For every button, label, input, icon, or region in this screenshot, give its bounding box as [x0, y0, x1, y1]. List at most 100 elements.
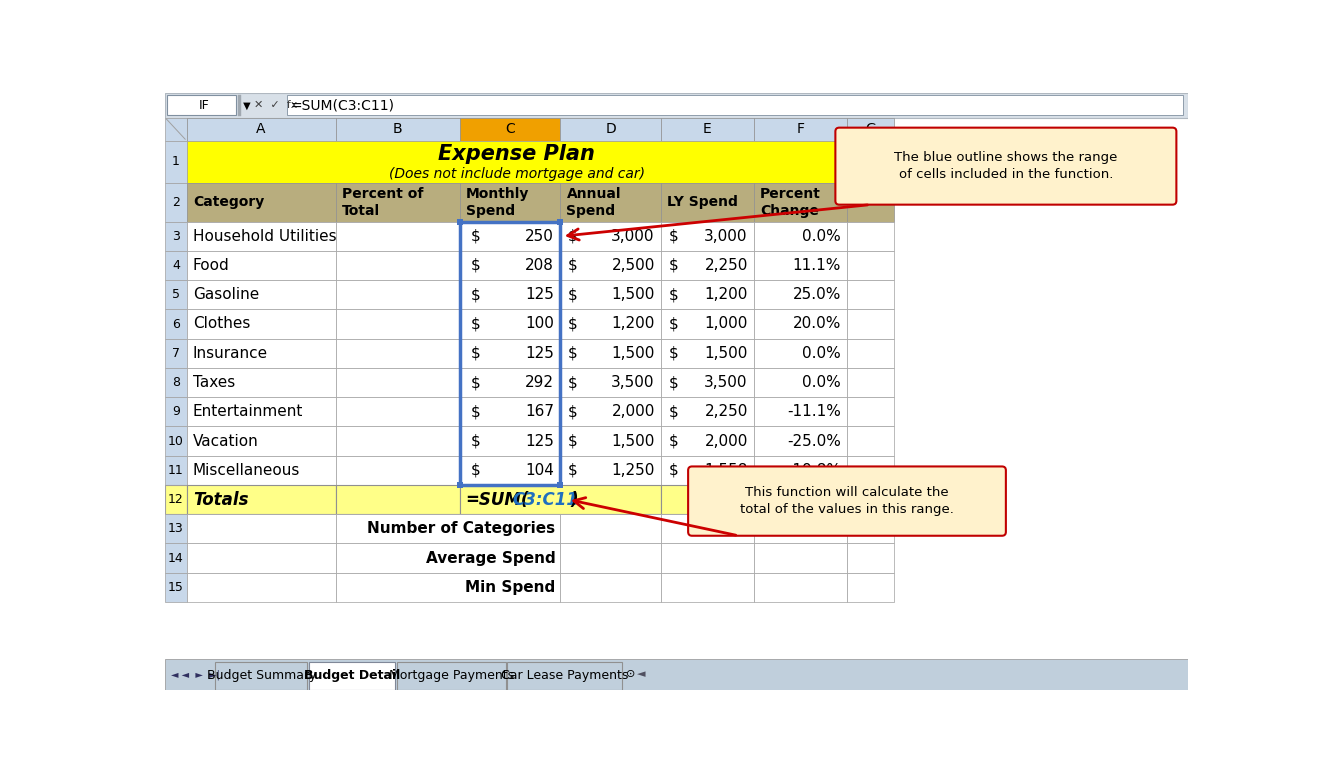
Text: C: C — [506, 122, 515, 136]
Bar — [165, 280, 186, 309]
Bar — [661, 251, 754, 280]
Text: 1,200: 1,200 — [705, 288, 748, 302]
Bar — [186, 141, 894, 183]
Bar — [847, 222, 894, 251]
Bar — [165, 222, 186, 251]
Text: The blue outline shows the range
of cells included in the function.: The blue outline shows the range of cell… — [894, 151, 1118, 181]
Bar — [754, 280, 847, 309]
Text: D: D — [606, 122, 616, 136]
Bar — [186, 222, 335, 251]
Bar — [560, 339, 661, 368]
Bar — [335, 514, 560, 543]
Text: 3,000: 3,000 — [705, 229, 748, 243]
Text: $: $ — [669, 346, 678, 360]
Text: 104: 104 — [525, 463, 554, 478]
Text: LY Spend: LY Spend — [667, 195, 738, 209]
Text: 100: 100 — [525, 316, 554, 332]
Text: 5: 5 — [172, 288, 180, 301]
Bar — [560, 543, 661, 573]
Text: Miscellaneous: Miscellaneous — [193, 463, 300, 478]
Text: 6: 6 — [172, 318, 180, 330]
Bar — [186, 573, 335, 602]
Bar — [186, 183, 335, 222]
Text: 1: 1 — [172, 156, 180, 168]
Bar — [754, 251, 847, 280]
Bar — [560, 183, 661, 222]
Bar — [335, 280, 459, 309]
Text: Monthly
Spend: Monthly Spend — [466, 187, 529, 218]
Text: $: $ — [669, 229, 678, 243]
FancyBboxPatch shape — [688, 467, 1006, 536]
Bar — [754, 118, 847, 141]
Bar — [847, 426, 894, 456]
Bar — [661, 397, 754, 426]
Bar — [335, 339, 459, 368]
Text: $: $ — [568, 288, 578, 302]
Bar — [661, 514, 754, 543]
Bar — [165, 141, 186, 183]
Bar — [165, 339, 186, 368]
Text: 1,500: 1,500 — [611, 433, 655, 449]
Text: 10: 10 — [168, 435, 183, 447]
Bar — [186, 426, 335, 456]
Text: 11.1%: 11.1% — [792, 258, 841, 273]
Text: -11.1%: -11.1% — [787, 405, 841, 419]
Bar — [186, 309, 335, 339]
Bar — [186, 543, 335, 573]
Text: -25.0%: -25.0% — [787, 433, 841, 449]
Bar — [186, 397, 335, 426]
Text: 4: 4 — [172, 259, 180, 272]
Bar — [165, 368, 186, 397]
Bar — [847, 309, 894, 339]
Bar — [186, 456, 335, 485]
Text: Budget Detail: Budget Detail — [304, 670, 400, 683]
Text: $: $ — [470, 288, 480, 302]
Bar — [459, 280, 560, 309]
Text: 2,250: 2,250 — [705, 258, 748, 273]
Bar — [754, 222, 847, 251]
Bar — [661, 339, 754, 368]
Text: $: $ — [669, 405, 678, 419]
Bar — [847, 397, 894, 426]
Bar — [560, 368, 661, 397]
Bar — [335, 118, 459, 141]
Text: ◄ ◄  ►  ►|: ◄ ◄ ► ►| — [172, 669, 220, 680]
Bar — [507, 662, 622, 690]
Text: 1,250: 1,250 — [611, 463, 655, 478]
Text: 0.0%: 0.0% — [803, 229, 841, 243]
Bar — [754, 456, 847, 485]
Bar — [661, 118, 754, 141]
Bar — [661, 485, 754, 514]
Text: 20.0%: 20.0% — [792, 316, 841, 332]
Text: =SUM(: =SUM( — [466, 491, 529, 508]
Text: $: $ — [669, 258, 678, 273]
Text: 3,500: 3,500 — [705, 375, 748, 390]
Text: Taxes: Taxes — [193, 375, 235, 390]
Bar — [754, 573, 847, 602]
Bar — [661, 183, 754, 222]
Bar — [215, 662, 308, 690]
Bar — [560, 397, 661, 426]
Bar — [560, 251, 661, 280]
Text: Food: Food — [193, 258, 230, 273]
Text: ▼: ▼ — [240, 100, 251, 110]
Bar — [165, 659, 1188, 690]
Bar — [560, 573, 661, 602]
Text: 1,500: 1,500 — [611, 346, 655, 360]
Bar — [165, 397, 186, 426]
Bar — [754, 514, 847, 543]
Bar — [335, 485, 459, 514]
Text: Percent of
Total: Percent of Total — [342, 187, 424, 218]
Text: ): ) — [570, 491, 578, 508]
Bar — [847, 183, 894, 222]
Text: 3,000: 3,000 — [611, 229, 655, 243]
Bar — [459, 118, 560, 141]
Text: 250: 250 — [525, 229, 554, 243]
Bar — [754, 309, 847, 339]
Bar — [165, 573, 186, 602]
Bar — [560, 456, 661, 485]
Bar — [847, 514, 894, 543]
Bar — [754, 397, 847, 426]
Bar — [661, 368, 754, 397]
Text: This function will calculate the
total of the values in this range.: This function will calculate the total o… — [741, 486, 954, 516]
